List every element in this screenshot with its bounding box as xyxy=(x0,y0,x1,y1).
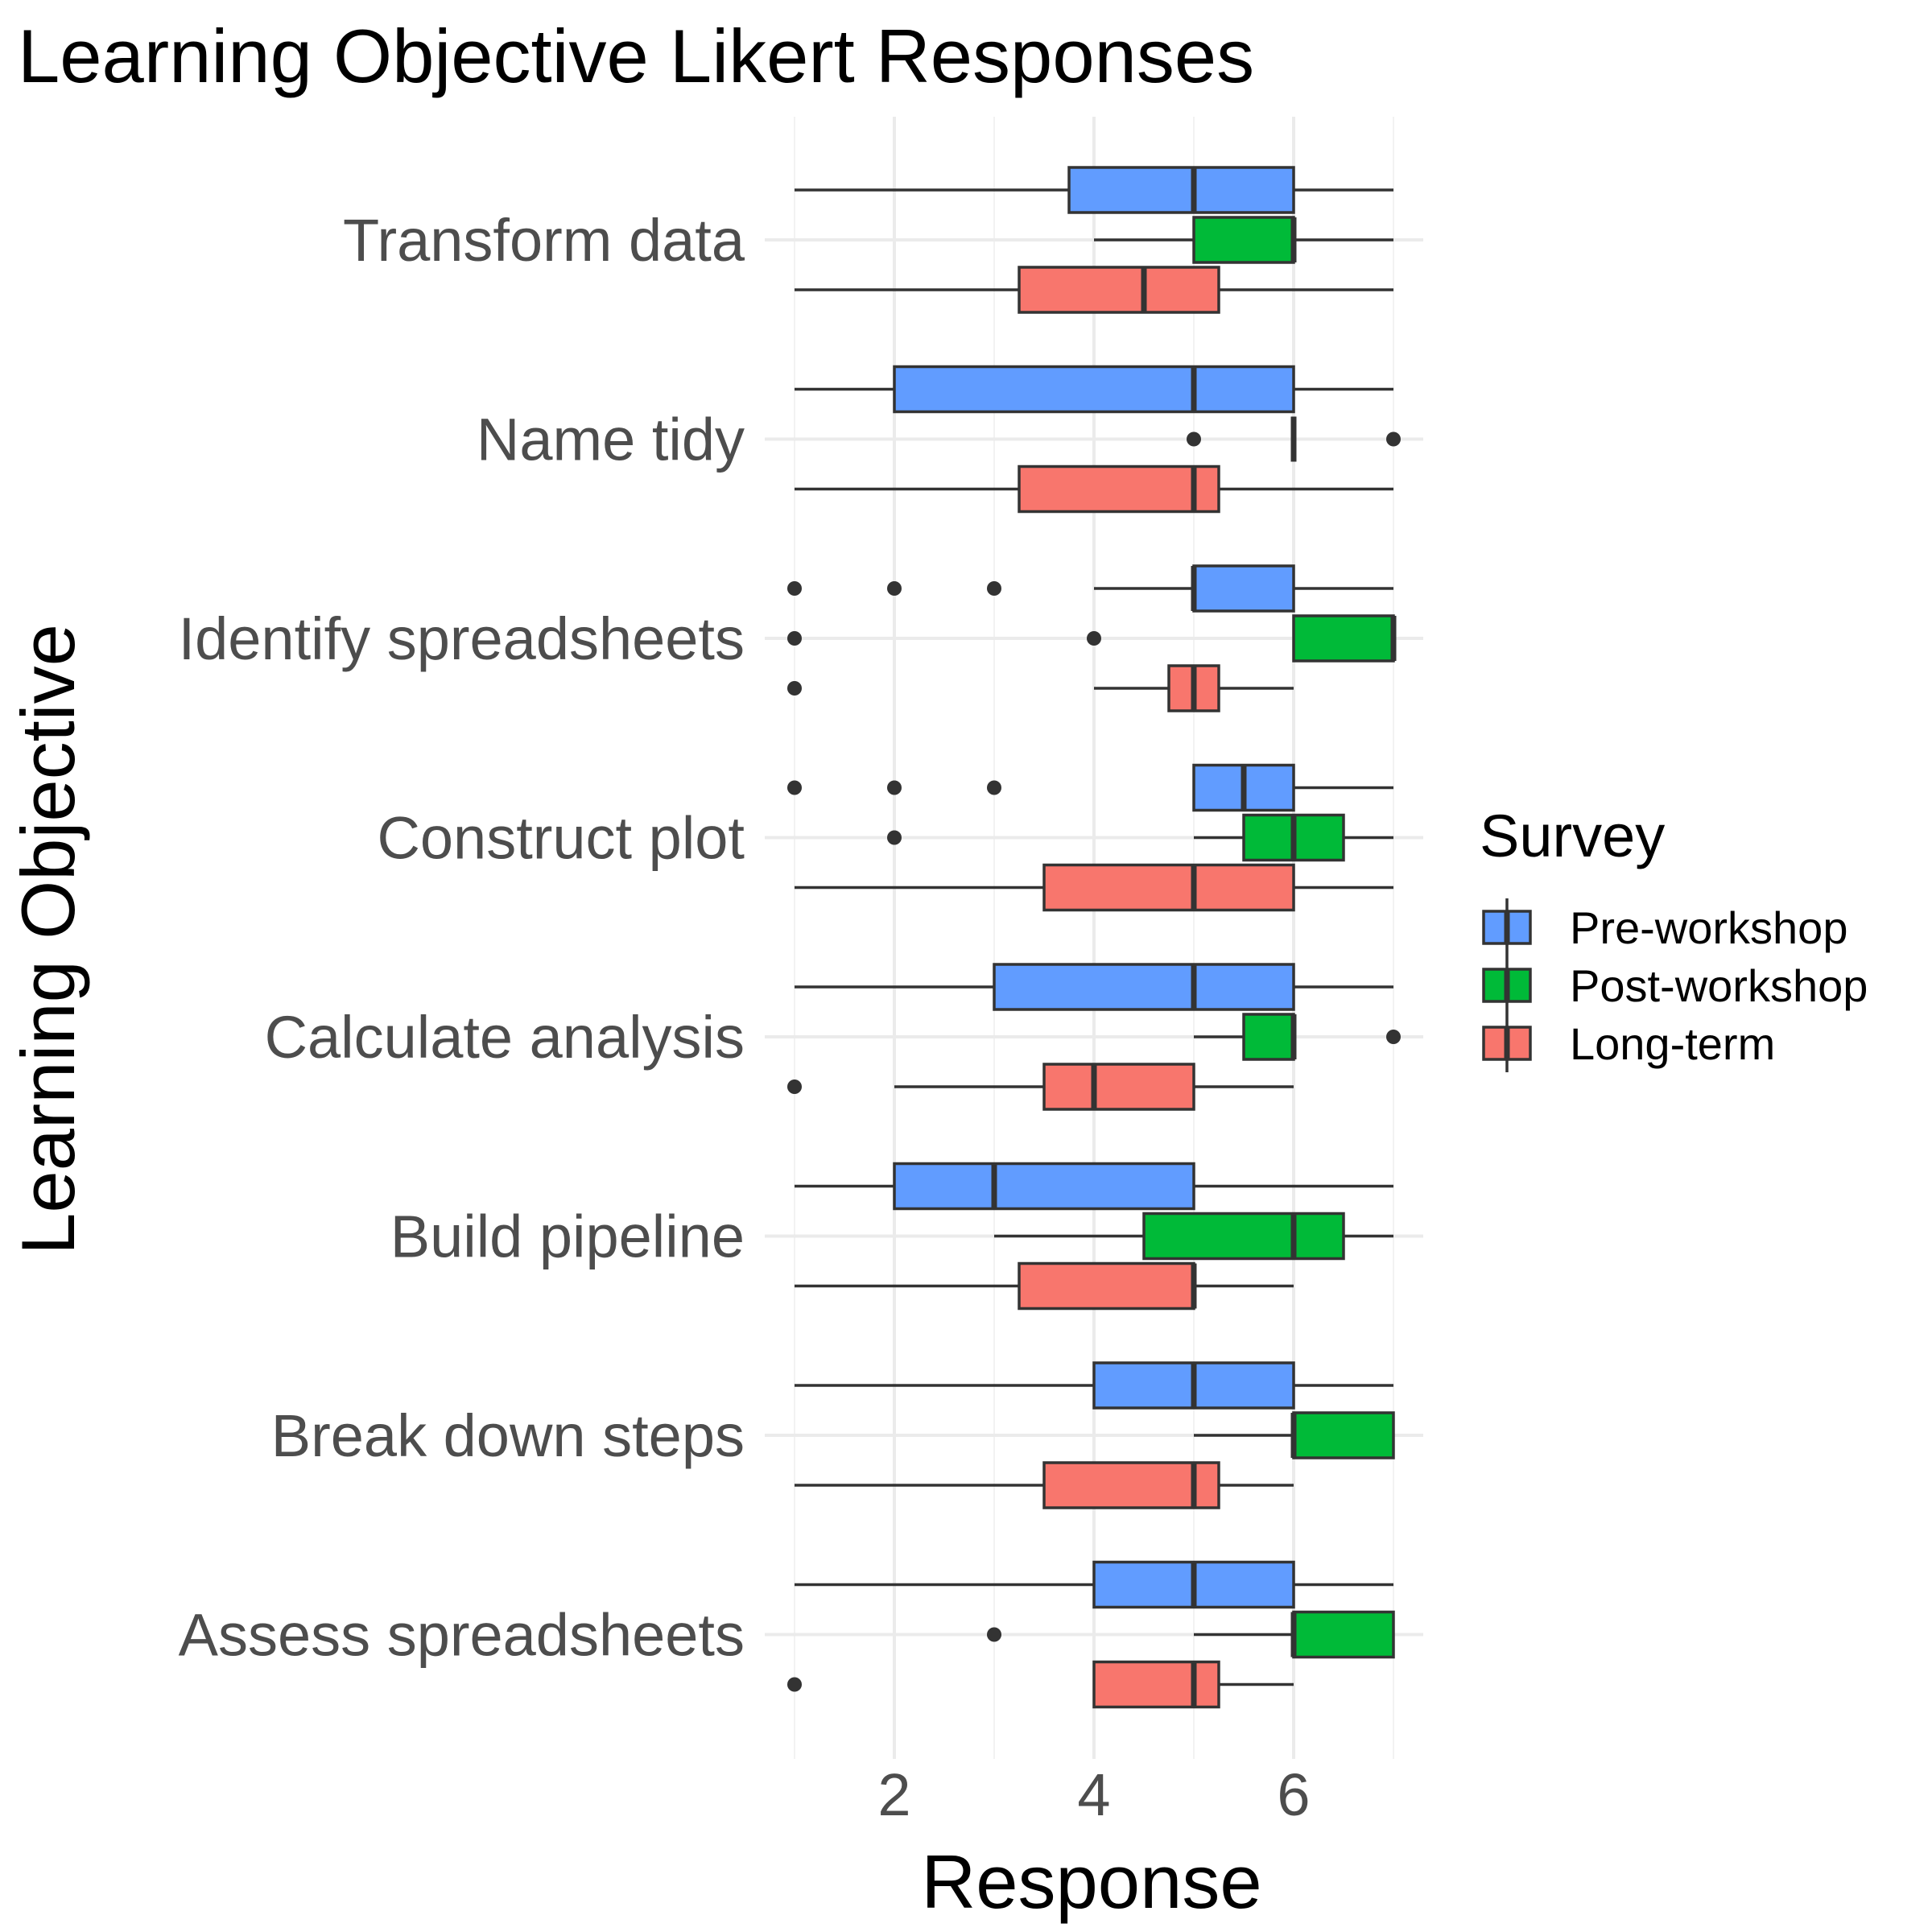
outlier-point xyxy=(1187,431,1201,447)
x-tick-label: 6 xyxy=(1277,1761,1310,1828)
box-group xyxy=(787,1063,1294,1111)
box-group xyxy=(787,614,1397,663)
box-iqr xyxy=(1242,1013,1295,1061)
outlier-point xyxy=(787,780,802,795)
box-group xyxy=(795,1361,1393,1410)
box-iqr xyxy=(1292,1411,1395,1459)
box-iqr xyxy=(1192,564,1295,613)
box-group xyxy=(787,564,1393,613)
outlier-point xyxy=(887,830,902,845)
box-group xyxy=(887,813,1393,862)
box-group xyxy=(787,1660,1294,1709)
box-group xyxy=(1194,1411,1395,1459)
boxplot-marks xyxy=(787,166,1401,1709)
legend-item: Post-workshop xyxy=(1482,956,1868,1014)
legend-label: Post-workshop xyxy=(1570,960,1868,1011)
legend-label: Long-term xyxy=(1570,1018,1775,1069)
x-axis-tick-labels: 2 4 6 xyxy=(877,1761,1310,1828)
y-tick-label: Assess spreadsheets xyxy=(179,1602,745,1669)
box-iqr xyxy=(1042,863,1295,912)
outlier-point xyxy=(787,681,802,696)
box-group xyxy=(795,1461,1294,1509)
legend-title: Survey xyxy=(1480,803,1665,869)
legend-label: Pre-workshop xyxy=(1570,902,1847,953)
x-axis-title: Response xyxy=(921,1839,1261,1924)
x-tick-label: 2 xyxy=(877,1761,910,1828)
outlier-point xyxy=(787,1677,802,1692)
y-axis-tick-labels: Transform data Name tidy Identify spreadsh… xyxy=(179,207,745,1669)
chart-title: Learning Objective Likert Responses xyxy=(18,14,1254,98)
y-tick-label: Build pipeline xyxy=(390,1203,745,1270)
box-iqr xyxy=(1292,1610,1395,1659)
y-tick-label: Transform data xyxy=(343,207,745,274)
box-iqr xyxy=(1192,216,1295,264)
box-group xyxy=(787,763,1393,812)
outlier-point xyxy=(787,631,802,646)
box-group xyxy=(795,1560,1393,1609)
box-group xyxy=(795,464,1393,514)
box-group xyxy=(987,1610,1395,1659)
box-group xyxy=(795,863,1393,912)
y-axis-title: Learning Objective xyxy=(6,624,90,1255)
box-iqr xyxy=(1292,614,1395,663)
box-iqr xyxy=(1042,1461,1220,1509)
outlier-point xyxy=(987,780,1001,795)
box-group xyxy=(795,166,1393,214)
outlier-point xyxy=(787,1080,802,1094)
box-group xyxy=(795,1162,1393,1211)
outlier-point xyxy=(987,581,1001,596)
y-tick-label: Calculate analysis xyxy=(265,1004,745,1071)
box-group xyxy=(795,963,1393,1011)
outlier-point xyxy=(1386,1030,1401,1044)
legend-item: Long-term xyxy=(1482,1014,1775,1072)
legend: Survey Pre-workshop Post-workshop Long-ter… xyxy=(1480,803,1868,1072)
outlier-point xyxy=(887,780,902,795)
box-iqr xyxy=(1092,1660,1220,1709)
box-group xyxy=(795,1261,1294,1311)
y-tick-label: Identify spreadsheets xyxy=(179,605,745,672)
outlier-point xyxy=(1087,631,1101,646)
box-group xyxy=(1187,416,1401,462)
box-iqr xyxy=(1042,1063,1195,1111)
box-group xyxy=(994,1212,1393,1261)
box-iqr xyxy=(1018,464,1220,514)
y-tick-label: Construct plot xyxy=(377,805,745,872)
legend-keys: Pre-workshop Post-workshop Long-term xyxy=(1482,898,1868,1072)
box-iqr xyxy=(993,963,1295,1011)
box-iqr xyxy=(893,365,1295,414)
y-tick-label: Name tidy xyxy=(477,407,745,473)
box-iqr xyxy=(1018,266,1220,314)
plot-grid xyxy=(765,117,1423,1759)
box-group xyxy=(795,266,1393,314)
box-group xyxy=(1094,216,1393,264)
outlier-point xyxy=(1386,431,1401,447)
box-group xyxy=(795,365,1393,414)
box-iqr xyxy=(893,1162,1195,1211)
box-group xyxy=(1194,1013,1401,1061)
outlier-point xyxy=(787,581,802,596)
outlier-point xyxy=(987,1627,1001,1642)
x-tick-label: 4 xyxy=(1077,1761,1110,1828)
box-group xyxy=(787,664,1294,712)
box-iqr xyxy=(1067,166,1295,214)
box-iqr xyxy=(1018,1261,1195,1311)
outlier-point xyxy=(887,581,902,596)
legend-item: Pre-workshop xyxy=(1482,898,1847,956)
y-tick-label: Break down steps xyxy=(271,1402,745,1469)
box-iqr xyxy=(1142,1212,1345,1261)
